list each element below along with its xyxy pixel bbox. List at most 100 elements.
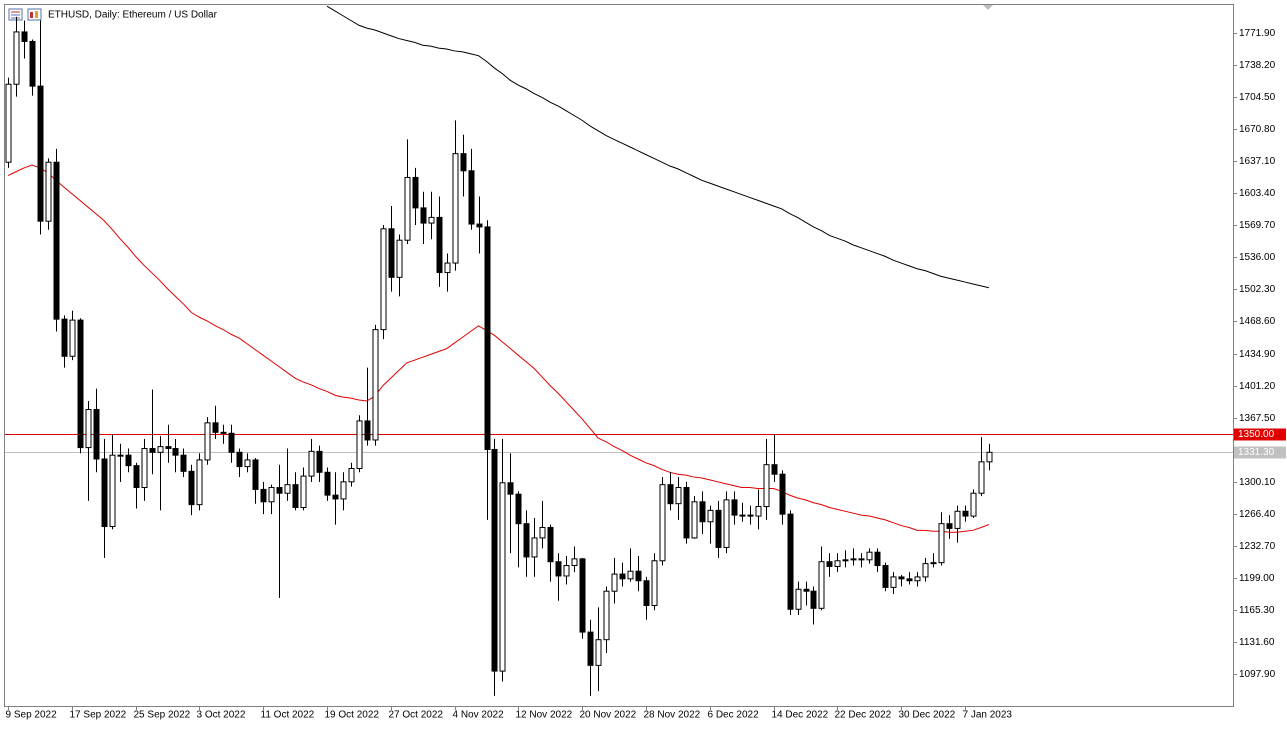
x-tick-label: 27 Oct 2022 (389, 710, 444, 721)
x-tick-label: 12 Nov 2022 (516, 710, 573, 721)
x-tick-label: 20 Nov 2022 (580, 710, 637, 721)
x-tick-label: 19 Oct 2022 (325, 710, 380, 721)
candle-body (531, 537, 538, 558)
plot-frame (4, 4, 1234, 707)
candle-body (683, 487, 690, 539)
candle-body (731, 499, 738, 516)
price-level-box (1234, 428, 1286, 441)
candle-body (436, 216, 443, 274)
candle-body (396, 239, 403, 278)
candle-body (643, 580, 650, 606)
candle-body (962, 510, 969, 517)
candle-body (101, 458, 108, 528)
y-tick-label: 1131.60 (1239, 637, 1275, 648)
candle-body (747, 514, 754, 517)
y-tick-label: 1367.50 (1239, 413, 1276, 424)
candle-body (484, 226, 491, 450)
candle-body (499, 482, 506, 672)
candle-body (627, 570, 634, 580)
candle-body (635, 570, 642, 582)
candle-body (29, 40, 36, 87)
candle-body (667, 484, 674, 505)
candle-body (755, 506, 762, 517)
candle-body (675, 487, 682, 505)
candle-body (404, 176, 411, 241)
candle-body (468, 170, 475, 225)
y-tick-label: 1266.40 (1239, 509, 1276, 520)
y-tick-label: 1199.00 (1239, 573, 1275, 584)
candle-body (970, 492, 977, 517)
candle-body (938, 523, 945, 564)
candle-body (507, 482, 514, 495)
axes: 1097.90 1131.60 1165.30 1199.00 1232.70 1266.… (6, 28, 1286, 721)
candle-body (380, 228, 387, 331)
candle-body (165, 446, 172, 450)
candle-body (603, 590, 610, 641)
candle-body (244, 459, 251, 468)
x-tick-label: 3 Oct 2022 (197, 710, 246, 721)
moving-average-line (7, 164, 990, 533)
candle-body (771, 464, 778, 475)
x-tick-label: 9 Sep 2022 (6, 710, 58, 721)
price-level-box (1234, 446, 1286, 459)
candle-body (874, 551, 881, 567)
candle-body (476, 223, 483, 228)
candle-body (571, 558, 578, 567)
price-level-label: 1331.30 (1238, 447, 1275, 458)
candle-body (220, 431, 227, 434)
candle-body (109, 454, 116, 528)
candle-body (818, 561, 825, 609)
candle-body (61, 318, 68, 357)
shift-marker (983, 5, 993, 10)
candle-body (69, 319, 76, 357)
moving-average-line (326, 5, 990, 289)
candle-body (906, 578, 913, 582)
candle-body (914, 576, 921, 582)
chart-title: ETHUSD, Daily: Ethereum / US Dollar (48, 10, 218, 21)
candle-body (45, 161, 52, 222)
y-tick-label: 1434.90 (1239, 349, 1276, 360)
y-tick-label: 1603.40 (1239, 188, 1276, 199)
y-tick-label: 1704.50 (1239, 92, 1276, 103)
candle-body (196, 459, 203, 506)
candle-body (324, 471, 331, 496)
y-tick-label: 1771.90 (1239, 28, 1276, 39)
candle-body (787, 513, 794, 610)
x-tick-label: 28 Nov 2022 (644, 710, 701, 721)
candle-body (619, 573, 626, 580)
price-level-label: 1350.00 (1238, 429, 1275, 440)
x-tick-label: 17 Sep 2022 (70, 710, 127, 721)
candle-body (260, 488, 267, 503)
candle-body (810, 590, 817, 609)
y-tick-label: 1232.70 (1239, 541, 1276, 552)
candle-body (986, 451, 993, 463)
candle-body (388, 228, 395, 278)
candle-body (228, 432, 235, 453)
candle-body (587, 631, 594, 666)
candle-body (882, 565, 889, 588)
candle-body (348, 467, 355, 483)
candle-body (834, 560, 841, 567)
y-tick-label: 1569.70 (1239, 220, 1276, 231)
candle-body (842, 559, 849, 562)
candle-body (946, 523, 953, 529)
candle-body (172, 448, 179, 456)
candle-body (204, 422, 211, 461)
y-tick-label: 1097.90 (1239, 669, 1276, 680)
candle-body (308, 450, 315, 477)
y-tick-label: 1670.80 (1239, 124, 1276, 135)
candle-body (117, 454, 124, 457)
y-tick-label: 1502.30 (1239, 284, 1276, 295)
candle-body (157, 446, 164, 453)
candle-body (340, 481, 347, 500)
candle-body (5, 83, 12, 163)
candle-body (93, 409, 100, 460)
candle-body (292, 484, 299, 508)
candle-body (180, 454, 187, 472)
candle-body (13, 31, 20, 85)
candle-body (707, 509, 714, 523)
candle-body (699, 501, 706, 523)
candle-body (268, 487, 275, 503)
candle-body (523, 523, 530, 558)
